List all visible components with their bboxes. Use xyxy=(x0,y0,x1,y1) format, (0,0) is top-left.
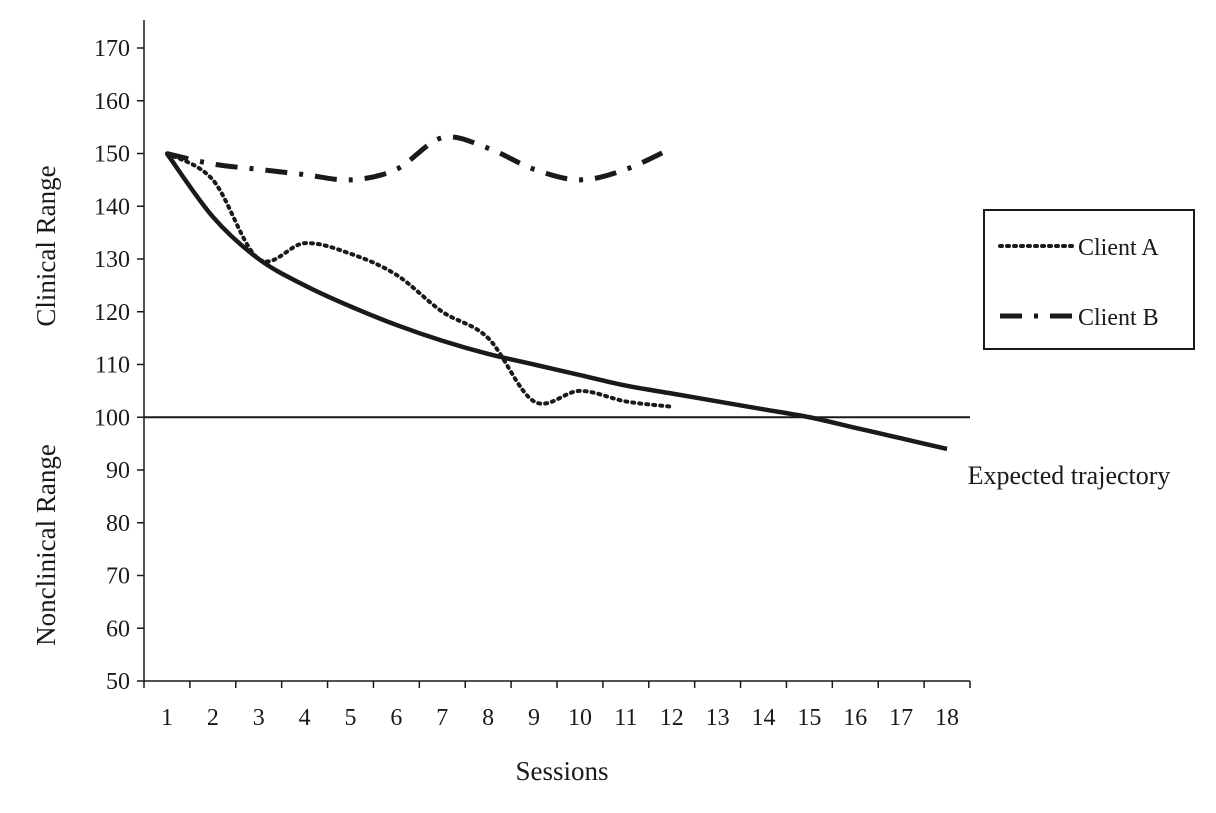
legend-label-client-a: Client A xyxy=(1078,235,1159,261)
y-tick-label: 160 xyxy=(94,89,130,115)
x-axis-title: Sessions xyxy=(515,756,608,786)
x-tick-label: 1 xyxy=(161,705,173,731)
y-tick-label: 60 xyxy=(106,616,130,642)
y-tick-label: 100 xyxy=(94,405,130,431)
y-tick-label: 150 xyxy=(94,142,130,168)
y-tick-label: 70 xyxy=(106,564,130,590)
x-tick-label: 3 xyxy=(253,705,265,731)
expected-trajectory-annotation: Expected trajectory xyxy=(968,461,1171,490)
x-tick-label: 18 xyxy=(935,705,959,731)
series-lines xyxy=(164,134,948,452)
x-tick-label: 17 xyxy=(889,705,913,731)
y-tick-label: 130 xyxy=(94,247,130,273)
x-tick-label: 2 xyxy=(207,705,219,731)
series-line-client-b xyxy=(166,134,673,183)
x-tick-label: 14 xyxy=(752,705,776,731)
x-tick-label: 9 xyxy=(528,705,540,731)
y-tick-label: 90 xyxy=(106,458,130,484)
x-tick-label: 15 xyxy=(797,705,821,731)
x-tick-label: 5 xyxy=(345,705,357,731)
x-tick-label: 16 xyxy=(843,705,867,731)
x-tick-label: 11 xyxy=(614,705,637,731)
series-line-expected-trajectory xyxy=(165,152,948,452)
x-tick-label: 13 xyxy=(706,705,730,731)
y-tick-label: 140 xyxy=(94,194,130,220)
y-tick-label: 50 xyxy=(106,669,130,695)
legend-box xyxy=(983,209,1195,350)
x-tick-label: 10 xyxy=(568,705,592,731)
y-axis-title-lower: Nonclinical Range xyxy=(31,444,61,646)
y-tick-label: 120 xyxy=(94,300,130,326)
y-tick-label: 110 xyxy=(95,353,130,379)
x-tick-label: 4 xyxy=(299,705,311,731)
series-line-client-a xyxy=(164,151,674,409)
y-tick-label: 170 xyxy=(94,36,130,62)
y-tick-label: 80 xyxy=(106,511,130,537)
x-tick-label: 7 xyxy=(436,705,448,731)
x-tick-label: 6 xyxy=(390,705,402,731)
x-tick-label: 8 xyxy=(482,705,494,731)
y-axis-title-upper: Clinical Range xyxy=(31,165,61,326)
legend: Client A Client B xyxy=(983,209,1195,350)
x-tick-label: 12 xyxy=(660,705,684,731)
legend-label-client-b: Client B xyxy=(1078,305,1159,331)
tick-marks xyxy=(137,47,971,688)
axes xyxy=(143,20,970,682)
